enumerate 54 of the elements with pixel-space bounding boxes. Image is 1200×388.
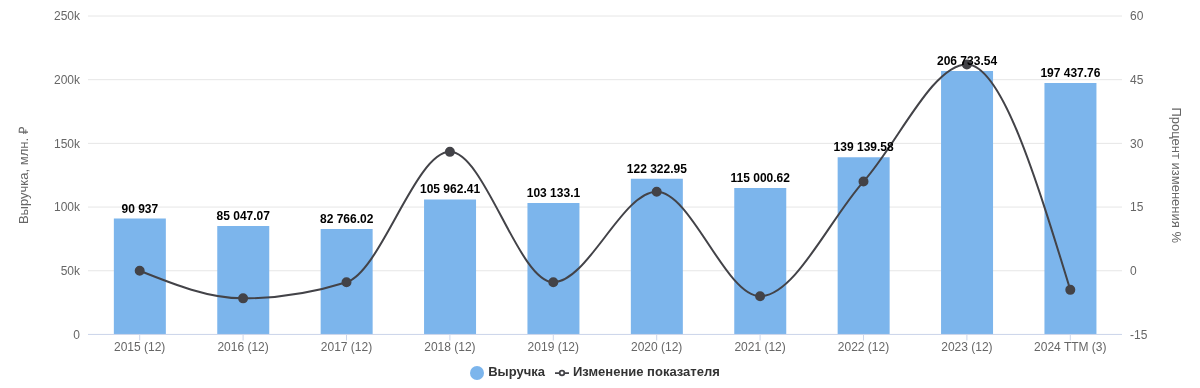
x-tick-label: 2021 (12) [734,339,786,354]
point [548,277,559,288]
bar [113,218,166,335]
point [134,265,145,276]
x-tick-label: 2020 (12) [631,339,683,354]
point [755,291,766,302]
bar [734,187,787,335]
bar [837,157,890,335]
x-tick-label: 2023 (12) [941,339,993,354]
data-label: 90 937 [121,201,159,216]
y2-tick-label: 45 [1130,72,1144,87]
y2-tick-label: -15 [1130,327,1148,342]
y2-axis-title: Процент изменения % [1169,107,1185,244]
point [651,186,662,197]
y-axis-title: Выручка, млн. ₽ [15,126,31,225]
data-label: 103 133.1 [526,186,581,201]
x-tick-label: 2019 (12) [527,339,579,354]
bar [941,71,994,335]
bar [217,226,270,335]
y2-tick-label: 15 [1130,200,1144,215]
y2-tick-label: 30 [1130,136,1144,151]
y-tick-label: 200k [53,72,81,87]
x-tick-label: 2024 TTM (3) [1034,339,1107,354]
y-tick-label: 0 [73,327,81,342]
legend-label: Изменение показателя [573,364,720,380]
data-label: 206 733.54 [937,54,998,69]
point [444,146,455,157]
bar [527,203,580,335]
y-tick-label: 250k [53,9,81,24]
y-tick-label: 150k [53,136,81,151]
data-label: 197 437.76 [1040,65,1101,80]
bar [424,199,477,335]
data-label: 85 047.07 [216,209,271,224]
y2-tick-label: 0 [1130,264,1137,279]
data-label: 82 766.02 [319,212,374,227]
y2-tick-label: 60 [1130,9,1144,24]
x-tick-label: 2016 (12) [217,339,269,354]
bar [630,178,683,335]
legend-label: Выручка [488,364,546,380]
y-tick-label: 50k [60,264,81,279]
x-tick-label: 2017 (12) [320,339,373,354]
x-tick-label: 2022 (12) [837,339,890,354]
point [341,277,352,288]
bar [1044,82,1097,335]
point [858,176,869,187]
y-tick-label: 100k [53,200,81,215]
x-tick-label: 2018 (12) [424,339,476,354]
x-tick-label: 2015 (12) [114,339,166,354]
point [1065,284,1076,295]
data-label: 115 000.62 [730,170,791,185]
point [238,293,249,304]
data-label: 105 962.41 [420,182,481,197]
bar [320,229,373,335]
data-label: 122 322.95 [626,161,688,176]
